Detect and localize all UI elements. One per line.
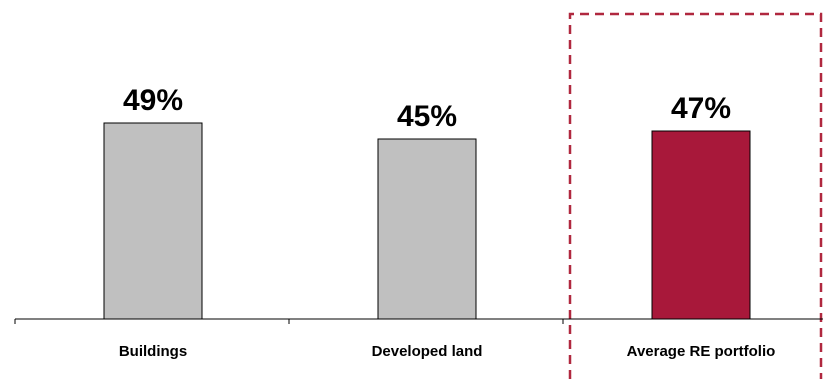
data-label: 49% [123, 84, 183, 117]
data-label: 47% [671, 92, 731, 125]
category-label: Buildings [119, 343, 187, 360]
category-label: Average RE portfolio [627, 343, 776, 360]
category-label: Developed land [372, 343, 483, 360]
highlight-frame [568, 12, 823, 379]
bar-average-re-portfolio [651, 130, 751, 320]
bar-developed-land [377, 138, 477, 320]
bar-buildings [103, 122, 203, 320]
data-label: 45% [397, 100, 457, 133]
